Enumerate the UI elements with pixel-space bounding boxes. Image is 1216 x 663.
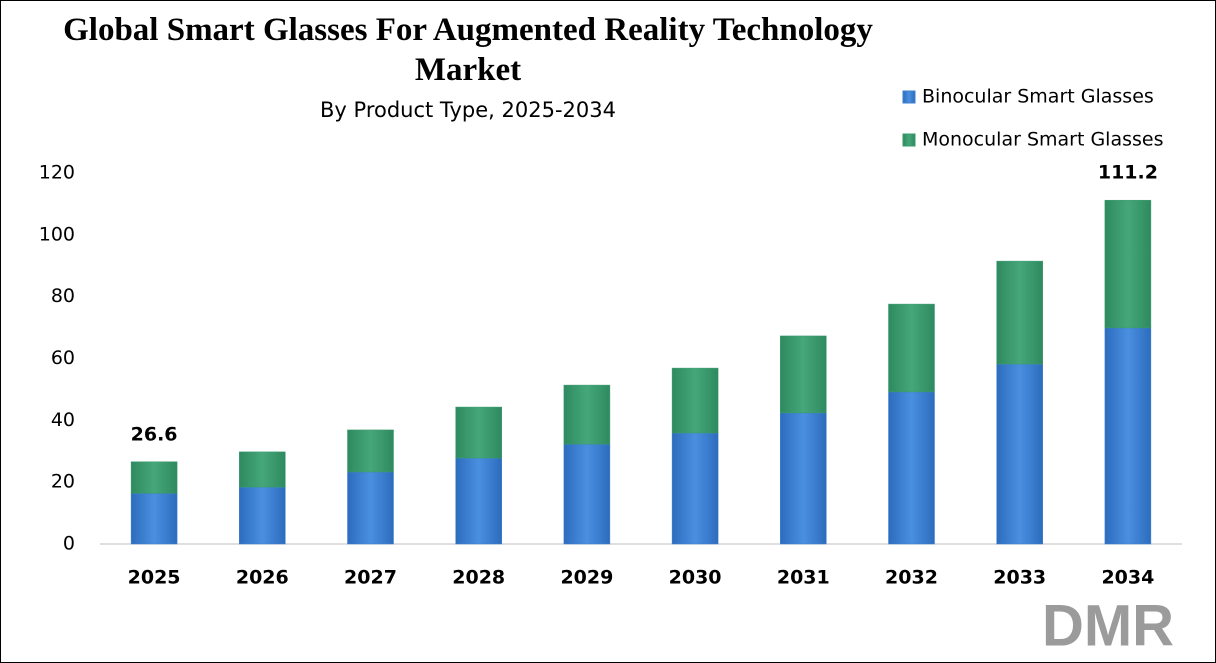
- x-tick-label: 2034: [1101, 567, 1154, 589]
- legend-swatch: [902, 90, 916, 104]
- bar-segment: [888, 391, 935, 545]
- bar-segment: [455, 457, 502, 545]
- y-tick-label: 0: [63, 533, 75, 555]
- bar-segment: [1104, 327, 1152, 545]
- bar-segment: [780, 335, 827, 414]
- chart-subtitle: By Product Type, 2025-2034: [320, 98, 616, 122]
- bar-segment: [671, 432, 719, 545]
- y-tick-label: 80: [51, 285, 75, 307]
- legend-label: Monocular Smart Glasses: [922, 129, 1164, 151]
- x-tick-label: 2033: [993, 567, 1046, 589]
- bar-segment: [347, 471, 394, 545]
- legend-swatch: [902, 133, 916, 147]
- bar-segment: [347, 429, 394, 473]
- title-text: Global Smart Glasses For Augmented Reali…: [63, 12, 873, 48]
- x-tick-label: 2030: [669, 567, 722, 589]
- chart-title: Global Smart Glasses For Augmented Reali…: [63, 12, 873, 88]
- y-tick-label: 120: [39, 162, 75, 184]
- bar-segment: [455, 406, 502, 459]
- bar-segment: [239, 486, 286, 545]
- bar-segment: [780, 412, 827, 545]
- logo: DMR: [1042, 593, 1174, 658]
- x-tick-label: 2029: [560, 567, 613, 589]
- bar-segment: [1104, 199, 1152, 329]
- x-tick-label: 2031: [777, 567, 830, 589]
- bar-segment: [996, 260, 1043, 365]
- bar-segment: [130, 493, 178, 545]
- total-label: 26.6: [131, 423, 178, 445]
- bar-segment: [671, 367, 719, 434]
- bar-segment: [130, 461, 178, 494]
- bar-segment: [563, 384, 611, 445]
- title-text: Market: [415, 52, 521, 88]
- bar-segment: [996, 363, 1043, 545]
- y-tick-label: 40: [51, 409, 75, 431]
- bar-segment: [563, 443, 611, 545]
- legend-label: Binocular Smart Glasses: [922, 86, 1154, 108]
- x-tick-label: 2032: [885, 567, 938, 589]
- y-tick-label: 100: [39, 223, 75, 245]
- y-tick-label: 60: [51, 347, 75, 369]
- x-tick-label: 2025: [128, 567, 181, 589]
- total-label: 111.2: [1098, 162, 1158, 184]
- x-tick-label: 2027: [344, 567, 397, 589]
- x-tick-label: 2026: [236, 567, 289, 589]
- bar-segment: [888, 303, 935, 393]
- x-tick-label: 2028: [452, 567, 505, 589]
- y-tick-label: 20: [51, 471, 75, 493]
- bar-segment: [239, 451, 286, 488]
